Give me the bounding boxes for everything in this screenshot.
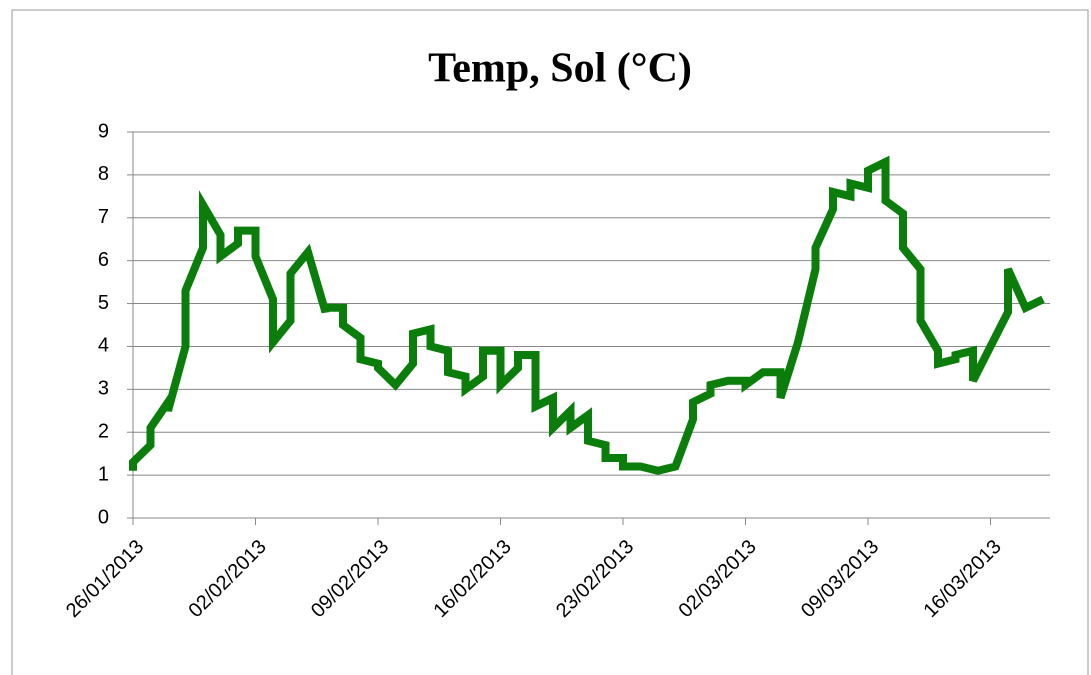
- x-tick-label: 02/03/2013: [674, 536, 760, 622]
- y-tick-label: 5: [98, 292, 109, 314]
- data-line: [129, 155, 1045, 475]
- y-tick-label: 6: [98, 249, 109, 271]
- x-tick-label: 16/02/2013: [429, 536, 515, 622]
- y-tick-label: 0: [98, 506, 109, 528]
- x-tick-label: 09/03/2013: [797, 536, 883, 622]
- y-tick-label: 4: [98, 335, 109, 357]
- y-tick-label: 2: [98, 421, 109, 443]
- x-tick-label: 09/02/2013: [307, 536, 393, 622]
- x-tick-label: 23/02/2013: [552, 536, 638, 622]
- y-tick-label: 9: [98, 120, 109, 142]
- x-tick-label: 26/01/2013: [62, 536, 148, 622]
- y-tick-label: 3: [98, 378, 109, 400]
- y-tick-label: 1: [98, 463, 109, 485]
- y-tick-label: 7: [98, 206, 109, 228]
- x-tick-label: 16/03/2013: [919, 536, 1005, 622]
- chart-frame: [11, 9, 1089, 675]
- x-tick-label: 02/02/2013: [184, 536, 270, 622]
- chart-title: Temp, Sol (°C): [428, 46, 692, 92]
- y-tick-label: 8: [98, 163, 109, 185]
